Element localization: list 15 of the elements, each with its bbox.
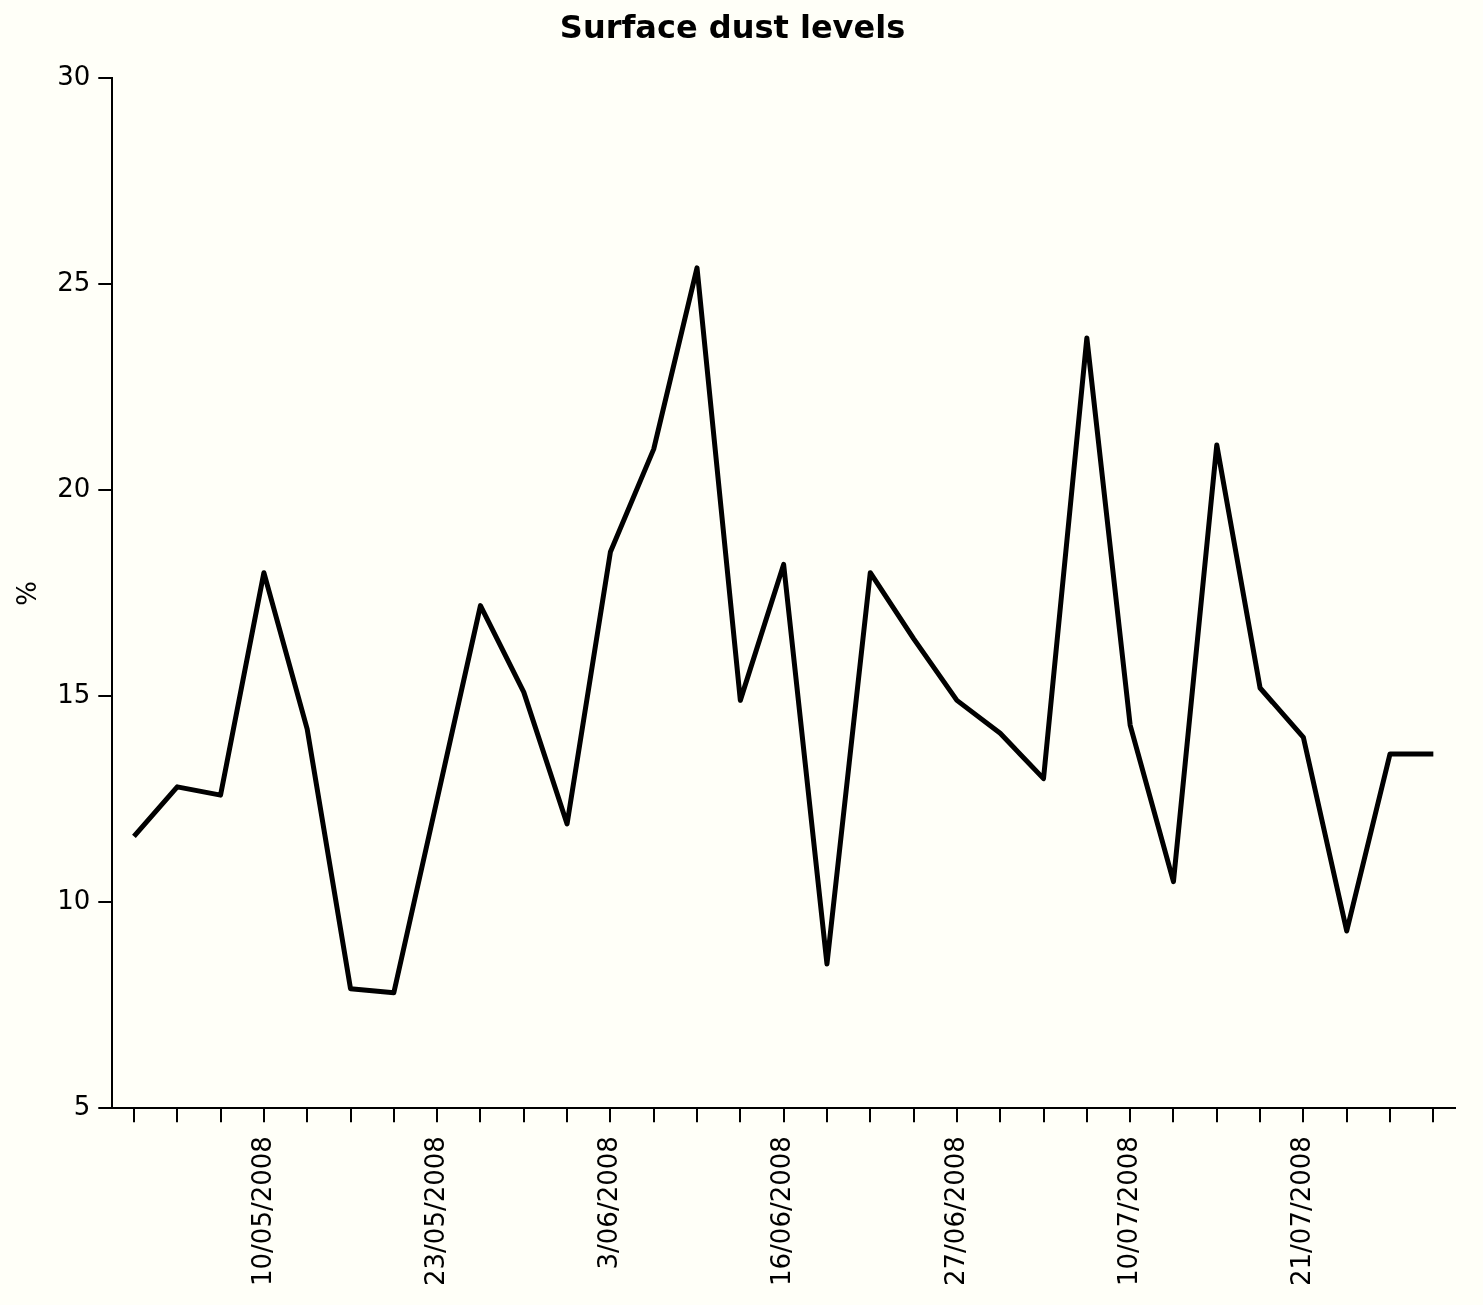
x-tick-label: 23/05/2008 (419, 1136, 450, 1286)
x-tick-label: 10/05/2008 (246, 1136, 277, 1286)
chart-title: Surface dust levels (559, 7, 906, 46)
y-tick-label: 5 (73, 1090, 91, 1121)
y-tick-label: 30 (57, 61, 91, 92)
y-tick-label: 20 (57, 473, 91, 504)
x-tick-label: 10/07/2008 (1112, 1136, 1143, 1286)
y-tick-label: 15 (57, 679, 91, 709)
x-tick-label: 16/06/2008 (766, 1136, 797, 1286)
x-tick-label: 3/06/2008 (593, 1136, 624, 1270)
y-tick-label: 10 (57, 884, 91, 915)
x-tick-label: 21/07/2008 (1286, 1136, 1317, 1286)
y-tick-label: 25 (57, 267, 91, 298)
y-axis-title: % (12, 580, 43, 606)
x-tick-label: 27/06/2008 (939, 1136, 970, 1286)
